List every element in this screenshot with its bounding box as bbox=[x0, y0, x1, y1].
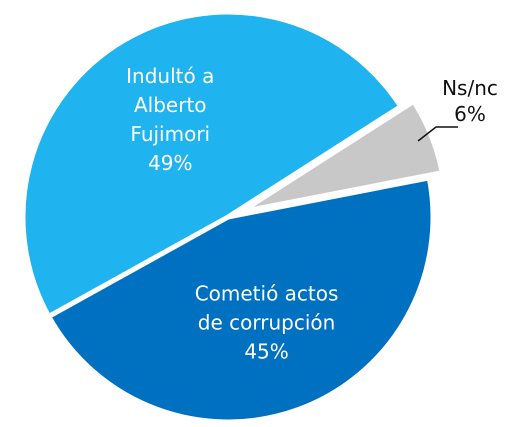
slice-value: 45% bbox=[244, 339, 289, 364]
slice-label: Cometió actos de corrupción 45% bbox=[192, 279, 342, 366]
slice-category: Indultó a Alberto Fujimori bbox=[126, 64, 215, 147]
pie-slice bbox=[238, 98, 445, 215]
pie-slice bbox=[20, 9, 404, 319]
slice-category: Ns/nc bbox=[442, 75, 498, 100]
slice-category: Cometió actos de corrupción bbox=[194, 281, 339, 335]
slice-value: 6% bbox=[454, 101, 486, 126]
slice-label: Ns/nc 6% bbox=[430, 75, 510, 127]
pie-slice bbox=[46, 175, 436, 425]
slice-label: Indultó a Alberto Fujimori 49% bbox=[95, 62, 245, 178]
leader-line bbox=[417, 126, 459, 142]
slice-value: 49% bbox=[148, 151, 193, 176]
